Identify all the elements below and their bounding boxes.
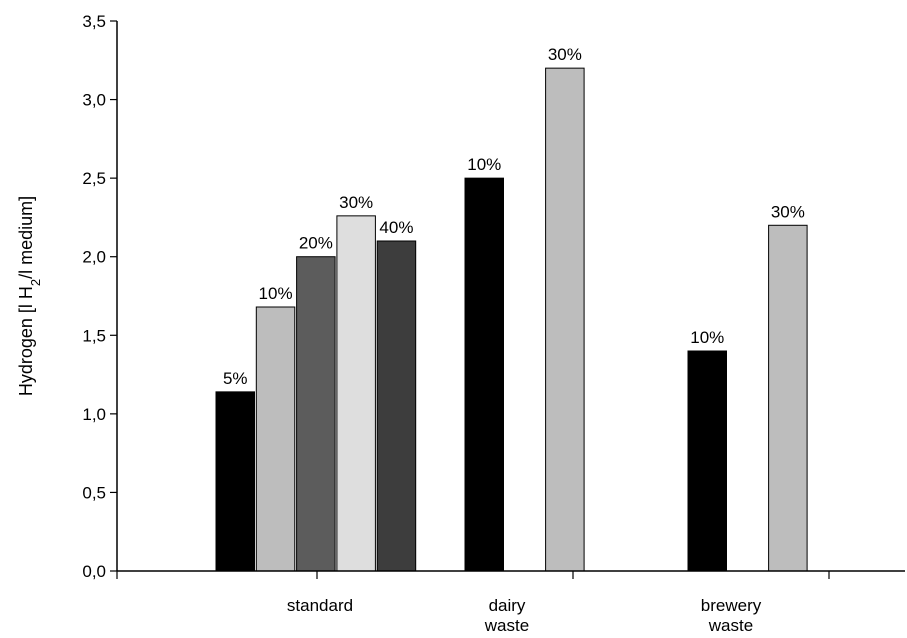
- y-tick-label: 3,5: [82, 12, 106, 31]
- bar-value-label: 30%: [548, 45, 582, 64]
- y-tick-label: 3,0: [82, 91, 106, 110]
- bar: [336, 215, 376, 572]
- bars: [215, 67, 808, 572]
- bar: [687, 350, 727, 572]
- y-axis-title: Hydrogen [l H2/l medium]: [16, 196, 43, 396]
- y-axis-title-prefix: Hydrogen [l H: [16, 286, 36, 396]
- bar: [545, 67, 585, 572]
- category-labels: standard dairy waste brewery waste: [287, 596, 762, 635]
- bar-labels: 5% 10% 20% 30% 40% 10% 30% 10% 30%: [223, 45, 805, 388]
- bar: [255, 306, 296, 572]
- category-label: brewery waste: [701, 596, 762, 635]
- y-tick-label: 0,5: [82, 483, 106, 502]
- bar: [376, 240, 417, 572]
- y-tick-label: 1,0: [82, 405, 106, 424]
- bar-value-label: 10%: [690, 328, 724, 347]
- x-axis-ticks: [116, 571, 830, 579]
- bar-value-label: 20%: [299, 234, 333, 253]
- bar-value-label: 10%: [259, 284, 293, 303]
- y-axis-ticks: 0,0 0,5 1,0 1,5 2,0 2,5 3,0 3,5: [82, 12, 117, 581]
- bar-value-label: 10%: [467, 155, 501, 174]
- y-axis-title-suffix: /l medium]: [16, 196, 36, 279]
- bar-value-label: 5%: [223, 369, 248, 388]
- bar: [215, 391, 255, 572]
- bar-value-label: 40%: [379, 218, 413, 237]
- category-label: dairy waste: [484, 596, 529, 635]
- y-tick-label: 1,5: [82, 326, 106, 345]
- bar-value-label: 30%: [339, 193, 373, 212]
- bar: [768, 224, 808, 572]
- y-tick-label: 0,0: [82, 562, 106, 581]
- bar-value-label: 30%: [771, 202, 805, 221]
- category-label: standard: [287, 596, 353, 615]
- bar: [464, 177, 504, 572]
- y-tick-label: 2,5: [82, 169, 106, 188]
- bar: [296, 256, 336, 572]
- y-tick-label: 2,0: [82, 248, 106, 267]
- y-axis-title-subscript: 2: [28, 279, 43, 286]
